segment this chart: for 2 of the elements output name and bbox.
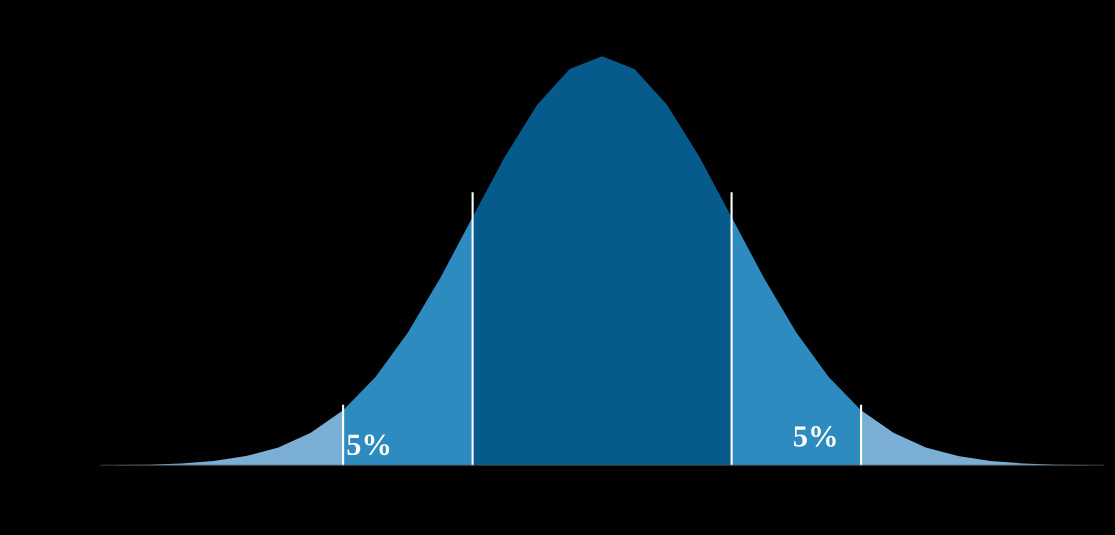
annotation: 5% — [793, 426, 836, 447]
annotation: 5% — [347, 434, 390, 456]
